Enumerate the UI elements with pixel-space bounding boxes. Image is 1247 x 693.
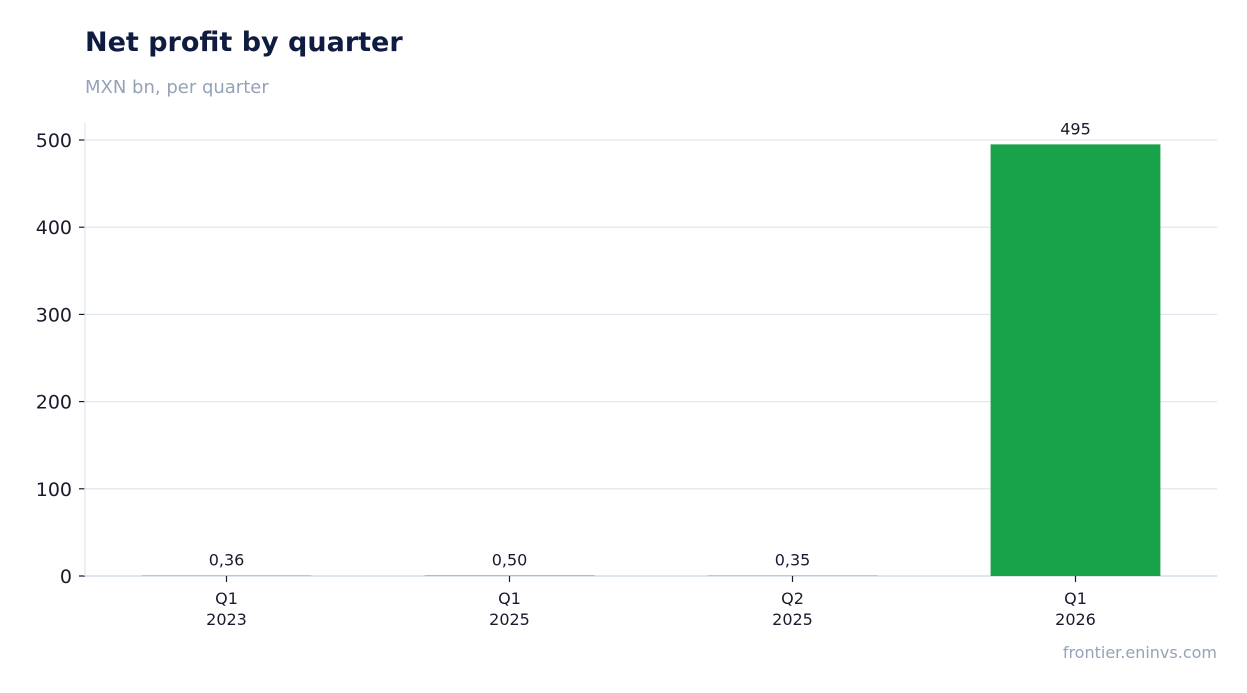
- chart-title: Net profit by quarter: [85, 27, 403, 58]
- x-tick-label: 2026: [1055, 610, 1096, 629]
- y-tick-label: 100: [36, 479, 72, 501]
- y-tick-label: 200: [36, 392, 72, 414]
- x-tick-label: Q2: [781, 589, 804, 608]
- data-label: 495: [1060, 119, 1091, 138]
- x-tick-label: 2025: [772, 610, 813, 629]
- x-tick-label: 2023: [206, 610, 247, 629]
- source-label: frontier.eninvs.com: [1062, 643, 1217, 662]
- y-tick-label: 400: [36, 217, 72, 239]
- data-label: 0,35: [775, 551, 811, 570]
- y-tick-label: 300: [36, 304, 72, 326]
- y-tick-label: 500: [36, 130, 72, 152]
- chart-subtitle: MXN bn, per quarter: [85, 77, 269, 98]
- bar: [990, 144, 1161, 577]
- x-tick-label: 2025: [489, 610, 530, 629]
- y-tick-label: 0: [60, 566, 72, 588]
- data-label: 0,50: [492, 551, 528, 570]
- x-tick-label: Q1: [498, 589, 521, 608]
- x-tick-label: Q1: [1064, 589, 1087, 608]
- x-tick-label: Q1: [215, 589, 238, 608]
- data-label: 0,36: [209, 551, 245, 570]
